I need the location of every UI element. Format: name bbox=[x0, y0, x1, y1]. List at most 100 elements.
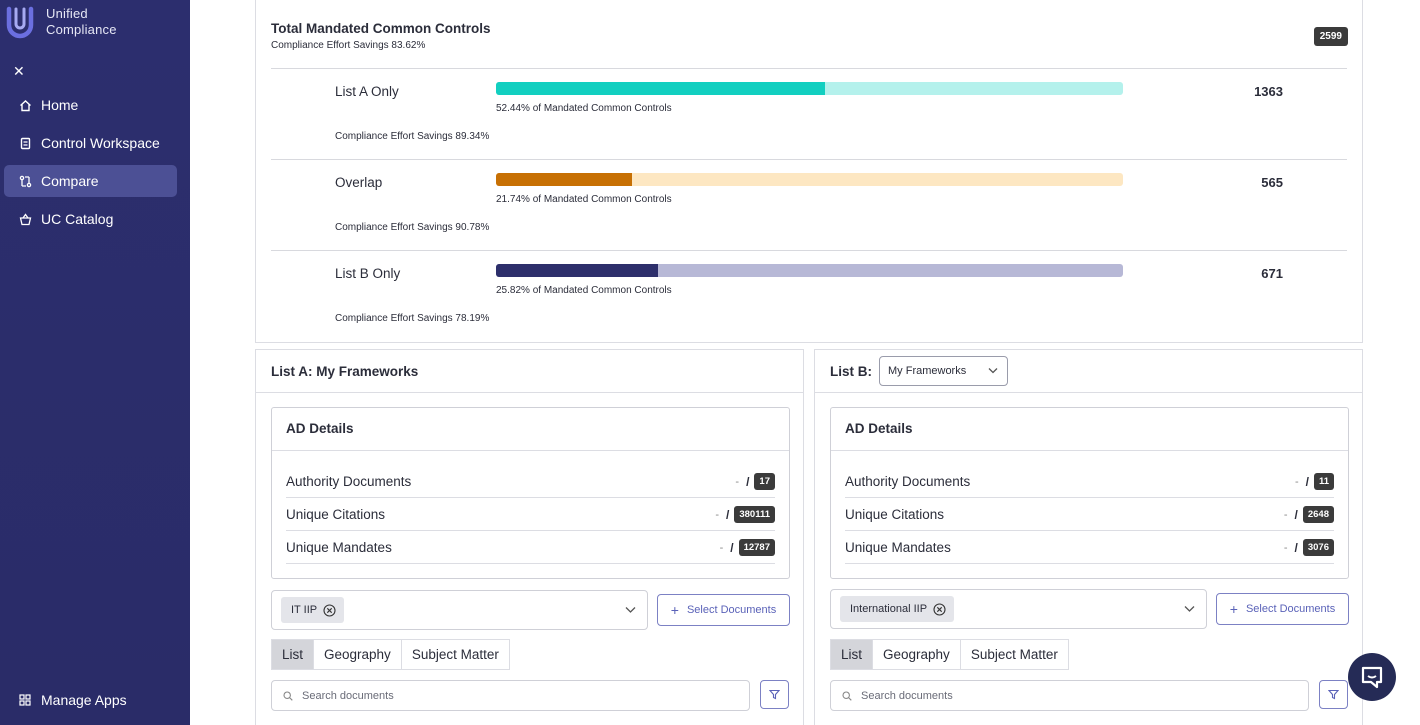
search-icon bbox=[283, 691, 293, 701]
ad-row-total-badge: 11 bbox=[1313, 473, 1334, 490]
ad-row-authority-documents: Authority Documents -/11 bbox=[845, 465, 1334, 498]
chevron-down-icon[interactable] bbox=[625, 606, 636, 614]
sidebar-item-control-workspace[interactable]: Control Workspace bbox=[4, 127, 177, 159]
bar-overlap bbox=[496, 173, 1123, 186]
ad-row-total-badge: 2648 bbox=[1302, 506, 1334, 523]
ad-row-label: Unique Mandates bbox=[845, 540, 951, 555]
tab-geography[interactable]: Geography bbox=[313, 639, 402, 670]
list-b-header: List B: My Frameworks bbox=[815, 350, 1362, 393]
brand-logo[interactable]: Unified Compliance bbox=[5, 6, 117, 42]
ad-row-selected: - bbox=[715, 508, 719, 521]
filter-icon bbox=[1328, 689, 1339, 700]
bar-list-b-fill bbox=[496, 264, 658, 277]
unified-compliance-logo-icon bbox=[6, 6, 34, 39]
search-input[interactable]: Search documents bbox=[830, 680, 1309, 711]
ad-details-box: AD Details Authority Documents -/11 Uniq… bbox=[830, 407, 1349, 579]
row-overlap-pct: 21.74% of Mandated Common Controls bbox=[496, 194, 672, 205]
divider bbox=[271, 250, 1347, 251]
tab-list[interactable]: List bbox=[830, 639, 874, 670]
dropdown-value: My Frameworks bbox=[888, 365, 967, 377]
chat-launcher-button[interactable] bbox=[1348, 653, 1396, 701]
total-count-badge: 2599 bbox=[1313, 27, 1348, 46]
sidebar-item-label: Compare bbox=[41, 173, 99, 189]
divider bbox=[271, 68, 1347, 69]
ad-row-total-badge: 3076 bbox=[1302, 539, 1334, 556]
tab-subject-matter[interactable]: Subject Matter bbox=[400, 639, 510, 670]
chevron-down-icon[interactable] bbox=[1184, 605, 1195, 613]
tab-list[interactable]: List bbox=[271, 639, 315, 670]
row-list-a-count: 1363 bbox=[1254, 84, 1283, 99]
row-overlap-count: 565 bbox=[1261, 175, 1283, 190]
bar-list-b bbox=[496, 264, 1123, 277]
workspace-icon bbox=[19, 137, 32, 150]
sidebar-item-label: UC Catalog bbox=[41, 211, 114, 227]
ad-row-total-badge: 12787 bbox=[738, 539, 775, 556]
ad-row-label: Authority Documents bbox=[286, 474, 412, 489]
list-b-title: List B: bbox=[830, 364, 872, 379]
summary-card: Total Mandated Common Controls Complianc… bbox=[255, 0, 1363, 343]
sidebar-item-compare[interactable]: Compare bbox=[4, 165, 177, 197]
manage-apps-link[interactable]: Manage Apps bbox=[19, 692, 127, 708]
row-overlap-savings: Compliance Effort Savings 90.78% bbox=[335, 222, 490, 233]
close-sidebar-icon[interactable]: ✕ bbox=[13, 63, 25, 79]
home-icon bbox=[19, 99, 32, 112]
bar-overlap-fill bbox=[496, 173, 633, 186]
sidebar-item-home[interactable]: Home bbox=[4, 89, 177, 121]
ad-row-unique-mandates: Unique Mandates -/12787 bbox=[286, 531, 775, 564]
ad-row-selected: - bbox=[1283, 541, 1288, 554]
brand-name: Unified Compliance bbox=[46, 6, 117, 37]
ad-row-label: Authority Documents bbox=[845, 474, 971, 489]
ad-row-label: Unique Mandates bbox=[286, 540, 392, 555]
ad-details-title: AD Details bbox=[831, 408, 1348, 451]
select-documents-label: Select Documents bbox=[1245, 603, 1336, 615]
row-overlap-label: Overlap bbox=[335, 175, 383, 190]
ad-row-unique-citations: Unique Citations -/2648 bbox=[845, 498, 1334, 531]
row-list-b-pct: 25.82% of Mandated Common Controls bbox=[496, 285, 672, 296]
filter-button[interactable] bbox=[1319, 680, 1348, 709]
remove-chip-icon[interactable] bbox=[933, 602, 946, 616]
list-b-framework-dropdown[interactable]: My Frameworks bbox=[879, 356, 1008, 386]
list-a-title: List A: My Frameworks bbox=[271, 364, 419, 379]
tab-subject-matter[interactable]: Subject Matter bbox=[959, 639, 1069, 670]
chip-label: International IIP bbox=[850, 603, 928, 615]
search-icon bbox=[842, 691, 852, 701]
summary-subtitle: Compliance Effort Savings 83.62% bbox=[271, 40, 426, 51]
row-list-b-count: 671 bbox=[1261, 266, 1283, 281]
selected-document-chip: International IIP bbox=[840, 596, 955, 622]
select-documents-button[interactable]: + Select Documents bbox=[1216, 593, 1349, 625]
ad-row-unique-citations: Unique Citations -/380111 bbox=[286, 498, 775, 531]
ad-row-selected: - bbox=[1283, 508, 1288, 521]
chevron-down-icon bbox=[988, 368, 998, 374]
divider bbox=[271, 159, 1347, 160]
select-documents-button[interactable]: + Select Documents bbox=[657, 594, 790, 626]
row-list-b-label: List B Only bbox=[335, 266, 401, 281]
list-a-header: List A: My Frameworks bbox=[256, 350, 803, 393]
row-list-b-savings: Compliance Effort Savings 78.19% bbox=[335, 313, 490, 324]
search-placeholder: Search documents bbox=[861, 689, 953, 702]
ad-details-box: AD Details Authority Documents -/17 Uniq… bbox=[271, 407, 790, 579]
ad-row-label: Unique Citations bbox=[845, 507, 945, 522]
ad-details-title: AD Details bbox=[272, 408, 789, 451]
filter-icon bbox=[769, 689, 780, 700]
tab-geography[interactable]: Geography bbox=[872, 639, 961, 670]
view-tabs: List Geography Subject Matter bbox=[271, 639, 510, 670]
plus-icon: + bbox=[670, 602, 679, 618]
sidebar-item-uc-catalog[interactable]: UC Catalog bbox=[4, 203, 177, 235]
search-input[interactable]: Search documents bbox=[271, 680, 750, 711]
bar-list-a bbox=[496, 82, 1123, 95]
remove-chip-icon[interactable] bbox=[323, 603, 336, 617]
select-documents-label: Select Documents bbox=[686, 604, 777, 616]
ad-row-selected: - bbox=[719, 541, 724, 554]
sidebar: Unified Compliance ✕ Home Control Workspa… bbox=[0, 0, 190, 725]
document-multiselect[interactable]: International IIP bbox=[830, 589, 1207, 629]
row-list-a-savings: Compliance Effort Savings 89.34% bbox=[335, 131, 490, 142]
manage-apps-label: Manage Apps bbox=[41, 692, 127, 708]
sidebar-nav: Home Control Workspace Compare UC Catalo… bbox=[4, 89, 177, 241]
compare-icon bbox=[19, 175, 32, 188]
chip-label: IT IIP bbox=[291, 604, 318, 616]
filter-button[interactable] bbox=[760, 680, 789, 709]
ad-row-authority-documents: Authority Documents -/17 bbox=[286, 465, 775, 498]
row-list-a-pct: 52.44% of Mandated Common Controls bbox=[496, 103, 672, 114]
view-tabs: List Geography Subject Matter bbox=[830, 639, 1069, 670]
document-multiselect[interactable]: IT IIP bbox=[271, 590, 648, 630]
